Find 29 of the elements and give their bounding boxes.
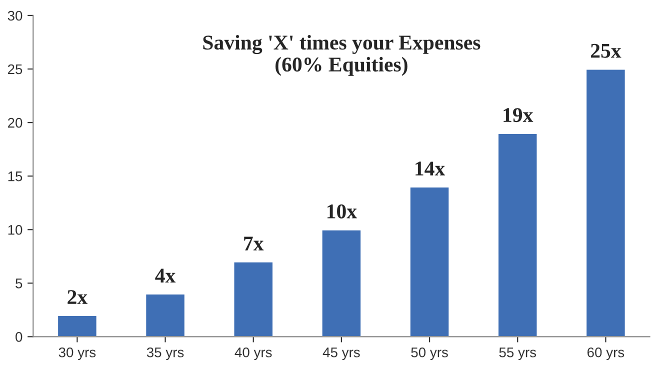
data-label: 10x [327,204,357,218]
bar [585,68,626,337]
data-label: 7x [244,236,264,250]
x-tick-label: 50 yrs [411,347,448,360]
y-tick-label: 15 [8,172,22,182]
x-tick-label: 60 yrs [587,347,624,360]
y-tick-label: 30 [8,10,22,21]
x-tick-label: 45 yrs [322,348,360,360]
bar [144,293,186,337]
bar [56,314,98,337]
bar [409,186,450,337]
x-tick-label: 55 yrs [499,348,536,360]
y-tick-label: 5 [16,278,22,288]
bar [232,261,274,337]
y-tick-label: 20 [8,118,22,128]
data-label: 2x [68,290,88,304]
bar [497,132,538,337]
y-tick-label: 0 [16,332,22,342]
data-label: 25x [590,44,622,58]
data-label: 19x [504,108,534,122]
data-label: 14x [416,162,446,176]
text: Saving 'X' times your Expenses (60% Equities) [203,34,480,76]
x-tick-label: 30 yrs [58,347,96,360]
x-tick-label: 35 yrs [146,347,184,360]
y-tick-label: 25 [8,64,22,74]
data-label: 4x [155,268,176,282]
bar [320,228,362,337]
x-tick-label: 40 yrs [234,347,272,360]
y-tick-label: 10 [8,224,22,235]
